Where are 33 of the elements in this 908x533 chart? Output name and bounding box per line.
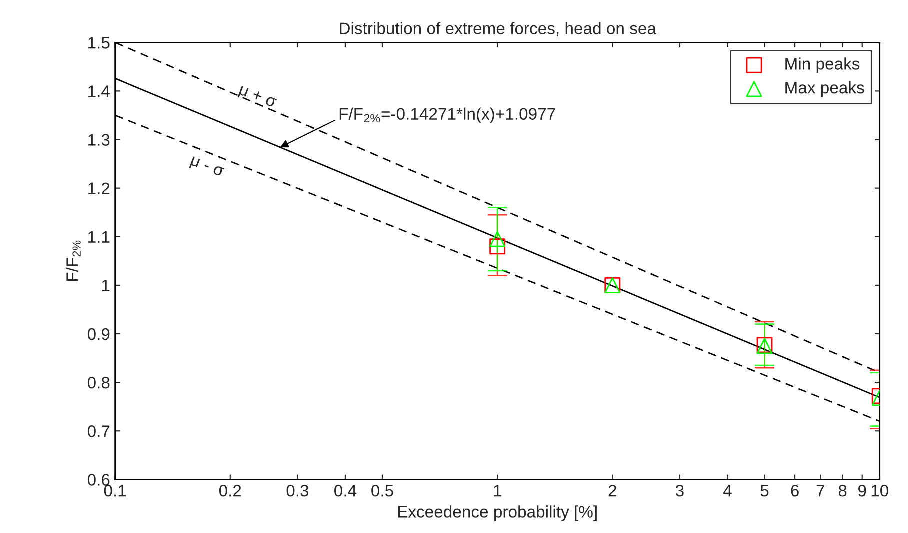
- x-tick-label: 9: [858, 485, 866, 497]
- x-tick-label: 6: [791, 485, 799, 497]
- x-tick-label: 8: [838, 485, 847, 497]
- y-tick-label: 0.9: [88, 328, 110, 340]
- chart-title: Distribution of extreme forces, head on sea: [340, 22, 656, 36]
- x-tick-label: 7: [816, 485, 824, 497]
- annotation: μ - σ: [189, 156, 225, 180]
- y-tick-label: 0.7: [88, 426, 110, 438]
- annotation: μ + σ: [238, 85, 278, 111]
- y-tick-label: 1.3: [88, 134, 110, 146]
- x-tick-label: 4: [723, 485, 732, 497]
- x-tick-label: 5: [760, 485, 769, 497]
- x-tick-label: 2: [608, 485, 616, 497]
- y-tick-label: 0.6: [88, 474, 110, 486]
- x-tick-label: 3: [676, 485, 684, 497]
- y-tick-label: 0.8: [88, 376, 110, 389]
- x-tick-label: 0.5: [372, 485, 394, 497]
- x-axis-title: Exceedence probability [%]: [398, 506, 597, 522]
- x-tick-label: 10: [872, 485, 888, 497]
- y-axis-title: F/F$_{2%}$: [66, 240, 81, 282]
- x-tick-label: 0.3: [286, 485, 309, 497]
- y-tick-label: 1: [102, 280, 110, 292]
- x-tick-label: 0.2: [219, 485, 242, 497]
- y-tick-label: 1.2: [88, 182, 110, 194]
- x-tick-label: 0.4: [334, 485, 357, 497]
- x-tick-label: 1: [494, 485, 502, 497]
- legend-label: Max peaks: [786, 82, 864, 98]
- legend-label: Min peaks: [786, 58, 860, 74]
- y-tick-label: 1.1: [88, 231, 110, 243]
- y-tick-label: 1.4: [88, 86, 110, 98]
- y-tick-label: 1.5: [88, 37, 110, 49]
- annotation: F/F$_{2%}$=-0.14271*ln(x)+1.0977: [340, 108, 556, 124]
- x-tick-label: 0.1: [104, 485, 126, 497]
